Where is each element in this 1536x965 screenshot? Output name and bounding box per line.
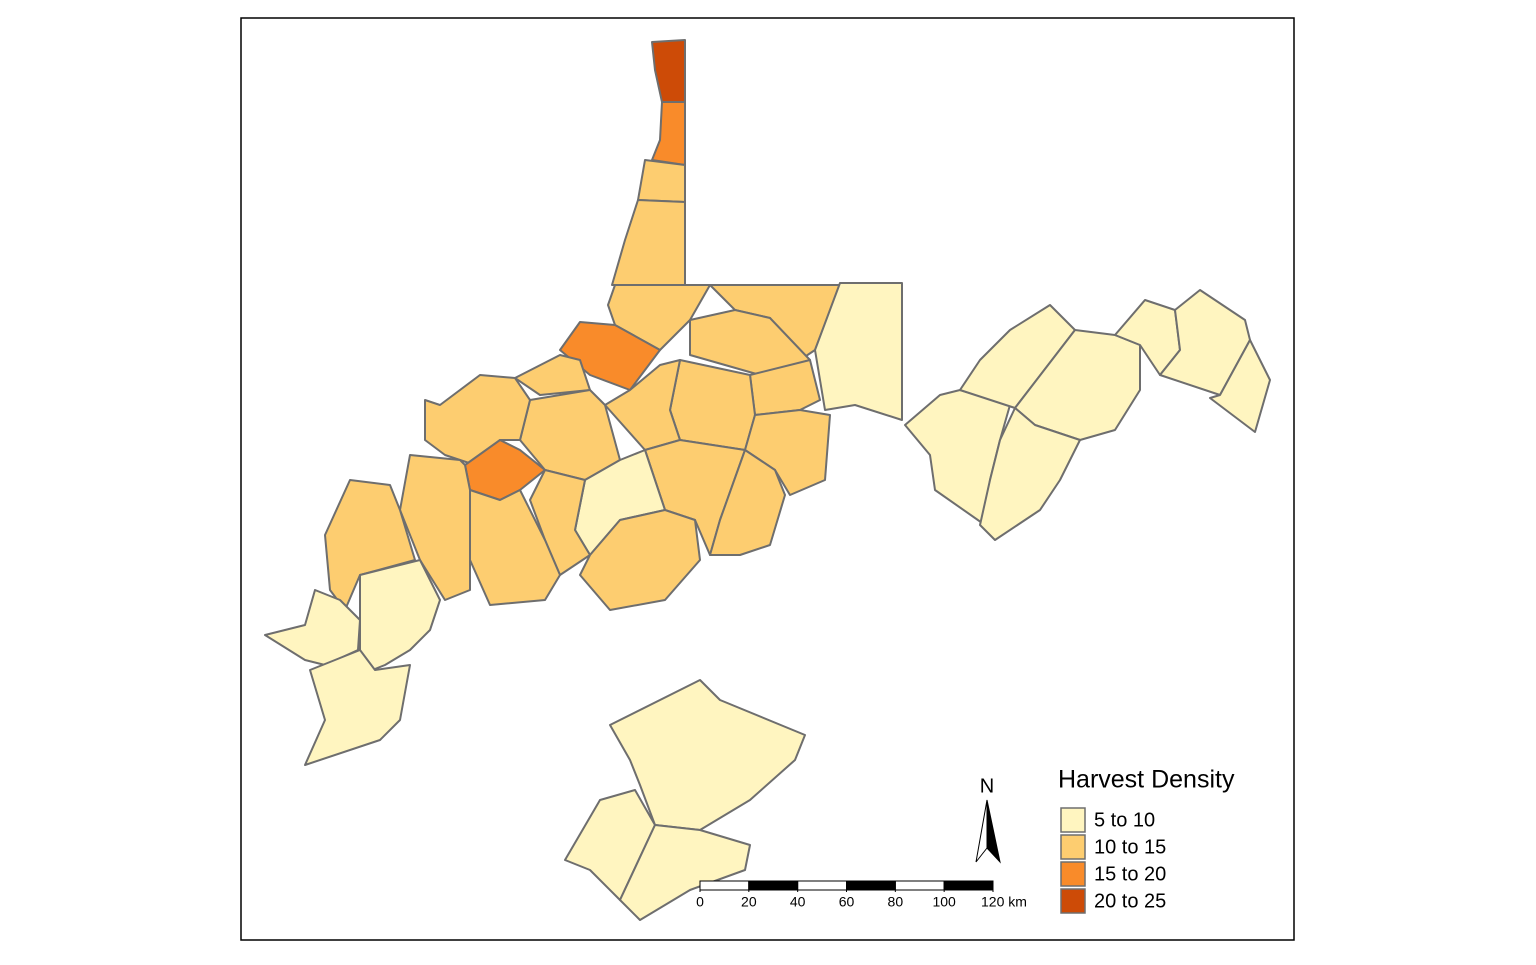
county: [979, 407, 1081, 541]
legend-label: 5 to 10: [1094, 809, 1155, 831]
legend-title: Harvest Density: [1058, 766, 1235, 794]
scale-label: 20: [741, 894, 757, 910]
county: [619, 824, 751, 921]
scale-bar: 0 20 40 60 80 100 120 km: [696, 880, 1027, 910]
county: [304, 649, 411, 766]
county: [579, 509, 701, 611]
north-label: N: [980, 775, 994, 797]
scale-segment: [894, 880, 945, 891]
county: [669, 359, 756, 451]
scale-label: 60: [839, 894, 855, 910]
county: [469, 489, 561, 606]
legend-swatch: [1060, 861, 1086, 887]
county: [604, 359, 681, 451]
county: [609, 679, 806, 831]
county: [709, 449, 786, 556]
scale-segment: [748, 880, 799, 891]
county: [1209, 339, 1271, 433]
scale-label: 120 km: [981, 894, 1027, 910]
legend-label: 20 to 25: [1094, 890, 1166, 912]
county: [264, 589, 361, 666]
county: [529, 469, 591, 576]
scale-label: 40: [790, 894, 806, 910]
legend-label: 15 to 20: [1094, 863, 1166, 885]
county: [637, 159, 686, 203]
scale-label: 100: [932, 894, 956, 910]
county: [814, 282, 903, 421]
legend: 5 to 10 10 to 15 15 to 20 20 to 25: [1060, 807, 1166, 914]
legend-label: 10 to 15: [1094, 836, 1166, 858]
legend-swatch: [1060, 807, 1086, 833]
scale-segment: [699, 880, 750, 891]
scale-label: 0: [696, 894, 704, 910]
scale-segment: [846, 880, 896, 891]
county: [399, 454, 471, 601]
scale-label: 80: [888, 894, 904, 910]
north-arrow: [986, 799, 1001, 864]
county: [424, 374, 531, 466]
legend-swatch: [1060, 834, 1086, 860]
scale-segment: [943, 880, 994, 891]
counties: [264, 39, 1271, 921]
county: [514, 354, 591, 396]
scale-segment: [797, 880, 848, 891]
county: [324, 479, 416, 611]
legend-swatch: [1060, 888, 1086, 914]
